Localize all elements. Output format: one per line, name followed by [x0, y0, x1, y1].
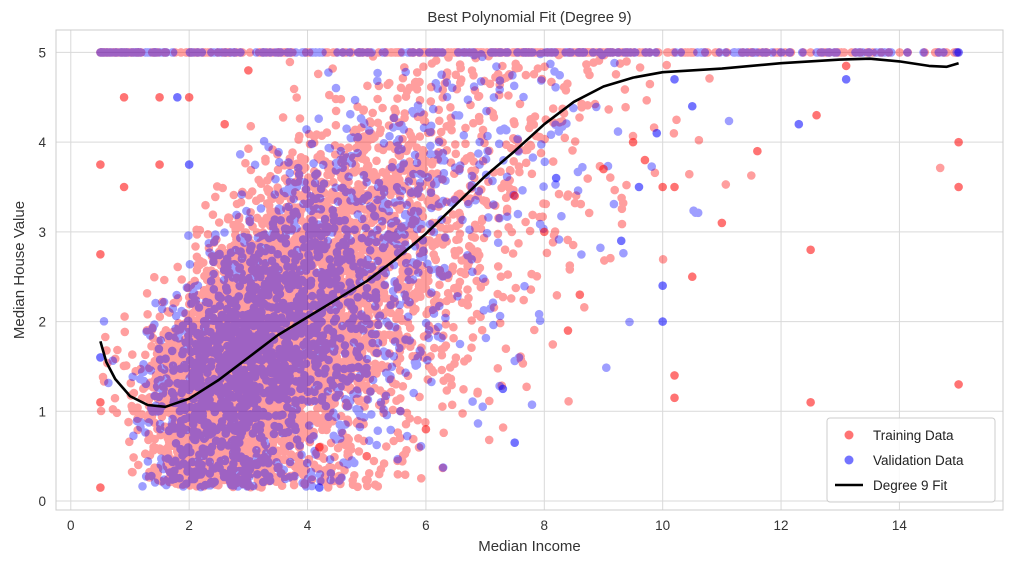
data-point — [315, 483, 324, 492]
y-tick-label: 4 — [38, 135, 46, 150]
data-point — [806, 398, 815, 407]
x-tick-label: 2 — [185, 518, 193, 533]
data-point — [575, 290, 585, 299]
data-point — [510, 191, 520, 201]
data-point — [119, 182, 129, 192]
data-point — [670, 393, 679, 403]
legend: Training Data Validation Data Degree 9 Fit — [826, 417, 996, 503]
y-tick-label: 1 — [38, 404, 46, 419]
data-point — [96, 483, 105, 492]
legend-label: Degree 9 Fit — [873, 478, 948, 493]
legend-marker — [844, 430, 854, 440]
data-point — [753, 146, 762, 156]
chart-title: Best Polynomial Fit (Degree 9) — [427, 9, 631, 26]
plot-frame — [55, 29, 1004, 511]
data-point — [841, 61, 851, 71]
data-point — [812, 110, 821, 120]
point-cloud-validation-data — [96, 48, 962, 492]
x-tick-label: 0 — [67, 518, 75, 533]
data-point — [173, 92, 182, 102]
grid — [56, 30, 1003, 510]
x-tick-label: 6 — [422, 518, 430, 533]
data-marks — [96, 48, 963, 492]
data-point — [96, 249, 105, 259]
data-point — [184, 92, 194, 102]
data-point — [616, 236, 626, 246]
data-point — [96, 398, 105, 407]
data-point — [421, 424, 431, 434]
x-axis-label: Median Income — [478, 538, 581, 555]
data-point — [954, 48, 963, 57]
data-point — [841, 75, 851, 84]
data-point — [670, 75, 679, 84]
data-point — [563, 326, 573, 335]
data-point — [634, 182, 644, 192]
data-point — [184, 160, 194, 169]
y-tick-label: 2 — [38, 315, 46, 330]
data-point — [119, 92, 129, 102]
fit-line — [99, 57, 959, 409]
data-point — [510, 438, 520, 448]
data-point — [794, 119, 804, 129]
legend-box — [826, 417, 996, 503]
data-point — [954, 137, 963, 147]
data-point — [539, 227, 549, 237]
x-tick-label: 12 — [774, 518, 789, 533]
x-tick-label: 8 — [541, 518, 549, 533]
data-point — [551, 173, 561, 183]
data-point — [658, 317, 667, 326]
legend-label: Training Data — [873, 428, 954, 443]
data-point — [640, 155, 650, 165]
data-point — [498, 384, 508, 394]
y-axis-label: Median House Value — [11, 201, 28, 339]
data-point — [244, 66, 253, 75]
data-point — [670, 371, 679, 380]
data-point — [658, 281, 667, 291]
data-point — [628, 137, 638, 147]
legend-marker — [844, 455, 854, 465]
y-tick-label: 5 — [38, 45, 46, 60]
data-point — [96, 160, 105, 169]
data-point — [599, 164, 608, 174]
data-point — [954, 380, 963, 389]
data-point — [806, 245, 815, 255]
data-point — [687, 101, 697, 111]
x-tick-label: 10 — [655, 518, 670, 533]
data-point — [717, 218, 727, 228]
scatter-cloud — [96, 48, 962, 492]
data-point — [155, 160, 164, 169]
y-tick-label: 0 — [38, 494, 46, 509]
data-point — [315, 442, 324, 452]
data-point — [954, 182, 963, 192]
x-tick-label: 4 — [304, 518, 312, 533]
data-point — [362, 451, 372, 461]
data-point — [687, 272, 697, 282]
data-point — [670, 182, 679, 192]
y-tick-label: 3 — [38, 225, 46, 240]
data-point — [658, 182, 667, 192]
data-point — [220, 119, 229, 129]
fit-line-group — [99, 57, 959, 409]
data-point — [96, 353, 105, 362]
data-point — [652, 128, 662, 138]
x-tick-label: 14 — [892, 518, 908, 533]
legend-label: Validation Data — [873, 453, 964, 468]
point-cloud-training-data — [96, 48, 962, 492]
data-point — [155, 92, 164, 102]
